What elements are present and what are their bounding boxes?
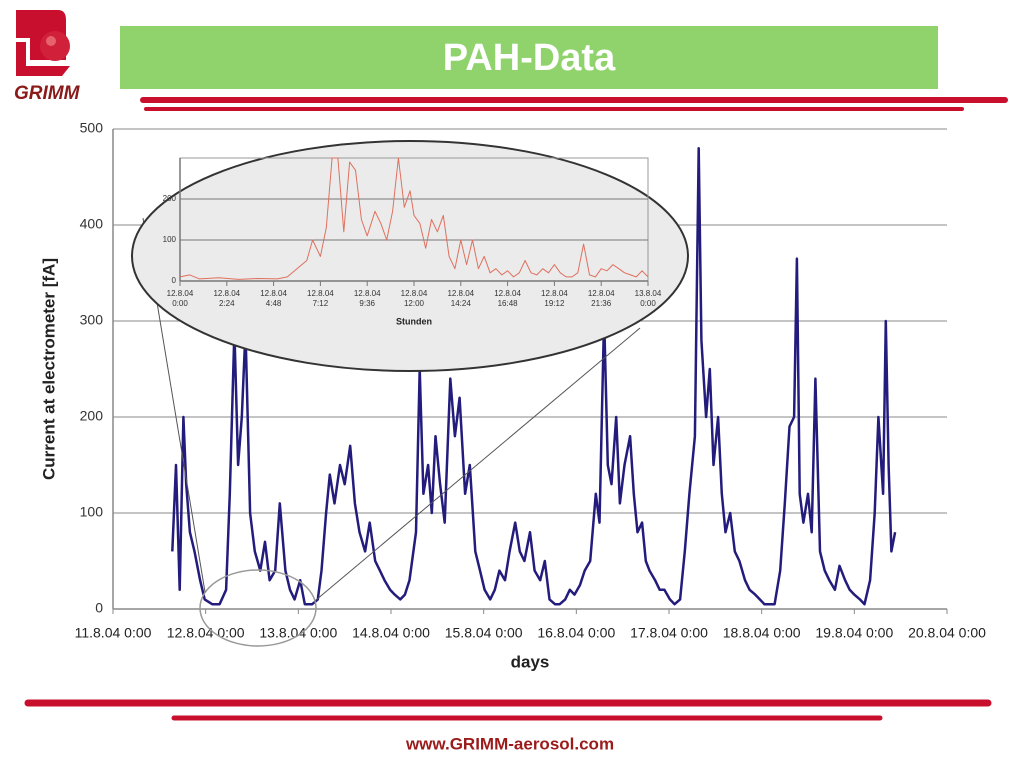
x-tick-label: 20.8.04 0:00: [908, 625, 986, 641]
x-tick-label: 12.8.04 14:24: [447, 289, 474, 308]
x-tick-label: 13.8.04 0:00: [259, 625, 337, 641]
slide-title: PAH-Data: [443, 37, 616, 79]
x-tick-label: 12.8.04 0:00: [167, 625, 245, 641]
y-tick-label: 100: [80, 504, 104, 520]
x-tick-label: 12.8.04 0:00: [167, 289, 194, 308]
y-tick-label: 500: [80, 120, 104, 136]
x-tick-label: 12.8.04 12:00: [401, 289, 428, 308]
inset-chart: 0 100 200 12.8.04 0:00 12.8.04 2:24 12.8.04 4:48…: [163, 157, 662, 326]
y-tick-label: 0: [95, 600, 103, 616]
title-bar: [120, 26, 938, 89]
x-tick-label: 17.8.04 0:00: [630, 625, 708, 641]
y-axis-title: Current at electrometer [fA]: [39, 258, 58, 480]
y-tick-label: 200: [80, 408, 104, 424]
footer-url: www.GRIMM-aerosol.com: [405, 734, 614, 753]
x-axis-title: Stunden: [396, 316, 432, 326]
x-tick-label: 11.8.04 0:00: [75, 625, 152, 641]
x-tick-label: 19.8.04 0:00: [815, 625, 893, 641]
x-tick-label: 15.8.04 0:00: [445, 625, 523, 641]
y-tick-label: 100: [163, 235, 177, 244]
x-tick-label: 12.8.04 21:36: [588, 289, 615, 308]
y-tick-label: 300: [80, 312, 104, 328]
data-line: [171, 146, 897, 606]
x-tick-label: 16.8.04 0:00: [537, 625, 615, 641]
x-tick-label: 13.8.04 0:00: [635, 289, 662, 308]
y-tick-label: 400: [80, 216, 104, 232]
x-tick-label: 12.8.04 2:24: [213, 289, 240, 308]
x-tick-label: 12.8.04 16:48: [494, 289, 521, 308]
data-line: [179, 157, 649, 280]
logo-text: GRIMM: [14, 83, 81, 104]
x-tick-label: 12.8.04 9:36: [354, 289, 381, 308]
x-tick-label: 12.8.04 7:12: [307, 289, 334, 308]
x-tick-label: 12.8.04 19:12: [541, 289, 568, 308]
x-tick-label: 12.8.04 4:48: [260, 289, 287, 308]
y-tick-label: 0: [172, 276, 177, 285]
x-tick-label: 14.8.04 0:00: [352, 625, 430, 641]
x-axis-title: days: [511, 652, 550, 671]
logo: GRIMM: [14, 10, 81, 104]
y-tick-label: 200: [163, 194, 177, 203]
x-tick-label: 18.8.04 0:00: [723, 625, 801, 641]
